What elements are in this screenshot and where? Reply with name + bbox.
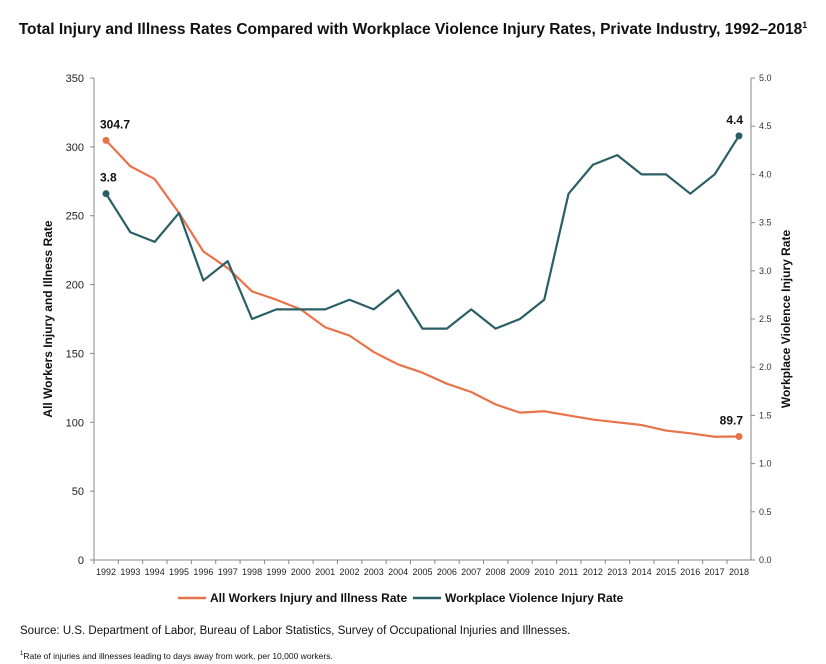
data-label-last: 89.7 [720,413,744,427]
x-tick-label: 2011 [559,567,578,577]
x-tick-label: 2006 [437,567,457,577]
x-tick-label: 1993 [120,567,140,577]
right-tick-label: 1.0 [759,459,772,469]
right-tick-label: 3.0 [759,266,772,276]
series-line-all-workers [105,139,740,438]
x-tick-label: 2001 [315,567,335,577]
x-tick-label: 1998 [242,567,262,577]
legend-label: Workplace Violence Injury Rate [445,591,624,605]
x-tick-label: 1997 [218,567,238,577]
x-tick-label: 1999 [266,567,286,577]
right-tick-label: 2.0 [759,362,772,372]
data-label-first: 304.7 [100,117,130,131]
left-tick-label: 100 [66,417,84,429]
x-tick-label: 2003 [364,567,384,577]
left-axis-label: All Workers Injury and Illness Rate [41,220,55,418]
right-tick-label: 4.5 [759,121,772,131]
left-tick-label: 350 [66,73,84,85]
x-tick-label: 1995 [169,567,189,577]
x-tick-label: 2005 [412,567,432,577]
x-tick-label: 2018 [729,567,749,577]
x-tick-label: 1996 [193,567,213,577]
x-tick-label: 2008 [486,567,506,577]
x-tick-label: 2010 [534,567,554,577]
x-tick-label: 2016 [680,567,700,577]
right-tick-label: 1.5 [759,410,772,420]
left-tick-label: 200 [66,280,84,292]
right-axis-label: Workplace Violence Injury Rate [779,230,793,409]
data-point [102,136,110,144]
x-tick-label: 2014 [632,567,652,577]
data-label-first: 3.8 [100,171,117,185]
x-tick-label: 2007 [461,567,481,577]
right-tick-label: 0.0 [759,555,772,565]
data-point [735,432,743,440]
legend-label: All Workers Injury and Illness Rate [210,591,408,605]
footnote: 1Rate of injuries and illnesses leading … [20,651,333,661]
x-tick-label: 2002 [339,567,359,577]
x-tick-label: 2012 [583,567,603,577]
left-tick-label: 250 [66,211,84,223]
x-tick-label: 2013 [607,567,627,577]
left-tick-label: 150 [66,348,84,360]
data-point [735,132,743,140]
right-tick-label: 3.5 [759,218,772,228]
left-tick-label: 0 [78,555,84,567]
footnote-mark: 1 [20,651,24,658]
right-tick-label: 2.5 [759,314,772,324]
data-label-last: 4.4 [726,113,743,127]
right-tick-label: 5.0 [759,73,772,83]
chart-title-text: Total Injury and Illness Rates Compared … [18,21,803,39]
x-tick-label: 1994 [145,567,165,577]
x-tick-label: 2004 [388,567,408,577]
x-tick-label: 2015 [656,567,676,577]
x-tick-label: 2000 [291,567,311,577]
chart-title: Total Injury and Illness Rates Compared … [0,14,826,41]
title-footnote-mark: 1 [802,20,808,30]
source-note: Source: U.S. Department of Labor, Bureau… [20,625,571,637]
footnote-text: Rate of injuries and illnesses leading t… [23,651,333,661]
right-tick-label: 4.0 [759,169,772,179]
left-tick-label: 50 [72,486,84,498]
left-tick-label: 300 [66,142,84,154]
x-tick-label: 2009 [510,567,530,577]
series-line-violence [105,135,740,330]
data-point [102,190,110,198]
x-tick-label: 2017 [705,567,725,577]
right-tick-label: 0.5 [759,507,772,517]
x-tick-label: 1992 [96,567,116,577]
